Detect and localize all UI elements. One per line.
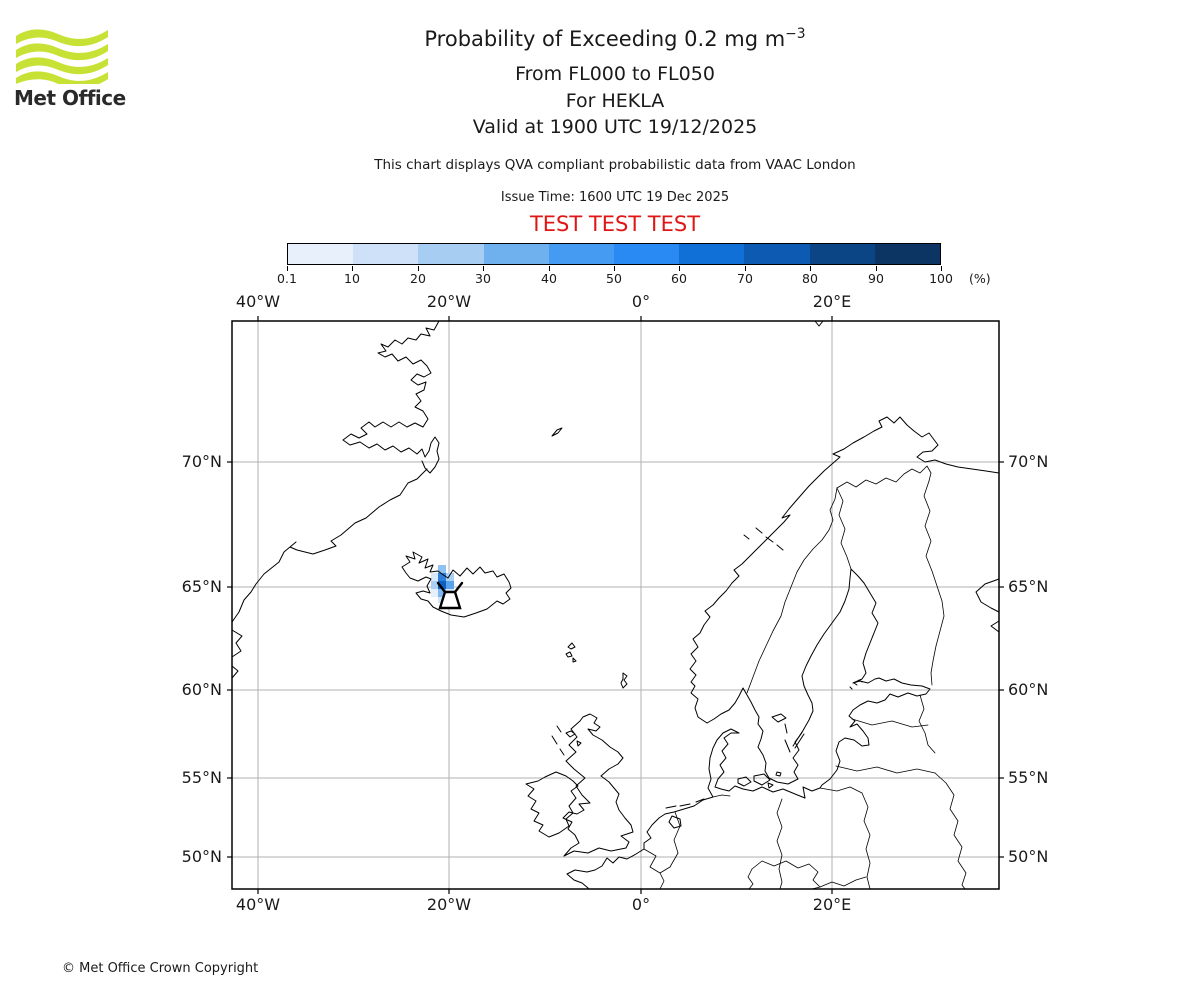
lon-label-bottom: 0° [631,895,651,914]
lat-label-left: 60°N [181,680,222,699]
colorbar-segment [548,244,615,264]
qva-note: This chart displays QVA compliant probab… [374,157,856,173]
lat-label-right: 50°N [1008,847,1049,866]
lat-label-right: 70°N [1008,452,1049,471]
lon-label-bottom: 40°W [235,895,281,914]
lat-label-right: 60°N [1008,680,1049,699]
lat-label-right: 65°N [1008,577,1049,596]
lat-label-left: 70°N [181,452,222,471]
colorbar-tick-label: 20 [410,271,426,286]
issue-time: Issue Time: 1600 UTC 19 Dec 2025 [500,190,730,205]
colorbar-tick-label: 30 [475,271,491,286]
lon-label-top: 20°W [426,292,472,311]
map-canvas [227,316,1004,894]
title-superscript: −3 [785,26,806,42]
colorbar-tick [941,266,942,271]
volcano-marker-icon [436,581,464,610]
colorbar-tick-label: 10 [344,271,360,286]
met-office-logo [14,26,124,116]
colorbar-tick [810,266,812,271]
colorbar-tick-label: 40 [541,271,557,286]
lat-label-left: 50°N [181,847,222,866]
colorbar-tick [744,266,746,271]
colorbar-segment [353,244,419,264]
colorbar-segment [288,244,354,264]
copyright-text: © Met Office Crown Copyright [62,961,259,976]
colorbar-tick [352,266,354,271]
colorbar-segment [809,244,875,264]
gridlines [232,321,999,889]
colorbar-tick [287,266,288,271]
probability-colorbar [287,243,941,265]
lon-label-bottom: 20°W [426,895,472,914]
axis-ticks [227,316,1004,894]
colorbar-tick-label: 80 [802,271,818,286]
colorbar-segment [614,244,680,264]
colorbar-tick [614,266,615,271]
lon-label-top: 40°W [235,292,281,311]
country-borders [643,465,967,890]
lon-label-bottom: 20°E [812,895,852,914]
colorbar-tick-label: 100 [929,271,953,286]
test-banner: TEST TEST TEST [529,212,701,236]
colorbar-tick [483,266,485,271]
colorbar-tick-label: 50 [606,271,622,286]
lat-label-left: 55°N [181,768,222,787]
colorbar-tick-label: 70 [737,271,753,286]
lon-label-top: 0° [631,292,651,311]
flight-level-line: From FL000 to FL050 [515,63,715,85]
colorbar-tick [417,266,419,271]
coastlines [231,320,1000,890]
lon-label-top: 20°E [812,292,852,311]
page-title: Probability of Exceeding 0.2 mg m−3 [424,26,806,51]
map-border [231,320,1000,890]
colorbar-tick-label: 0.1 [277,271,297,286]
map-panel [227,316,1004,894]
colorbar-segment [483,244,549,264]
lat-label-left: 65°N [181,577,222,596]
volcano-line: For HEKLA [565,90,665,112]
met-office-waves-icon [16,29,108,89]
colorbar-segment [744,244,810,264]
met-office-logo-text: Met Office [14,86,126,110]
colorbar-tick-label: 60 [671,271,687,286]
colorbar-segment [679,244,745,264]
colorbar-tick-label: 90 [868,271,884,286]
colorbar-unit-label: (%) [969,271,991,286]
colorbar-tick [679,266,681,271]
colorbar-tick [548,266,550,271]
colorbar-segment [874,244,941,264]
lat-label-right: 55°N [1008,768,1049,787]
colorbar-tick [875,266,877,271]
valid-time-line: Valid at 1900 UTC 19/12/2025 [472,116,758,138]
colorbar-segment [418,244,484,264]
